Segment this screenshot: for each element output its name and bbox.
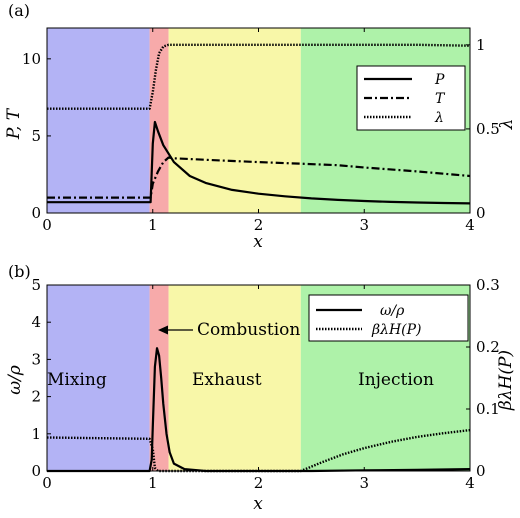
panel-a-series-1-line bbox=[47, 156, 471, 199]
legend-label-lambda: λ bbox=[434, 110, 444, 126]
panel-a-xtick-label: 4 bbox=[465, 216, 475, 234]
panel-b-xtick-label: 0 bbox=[42, 474, 52, 492]
panel-b-legend: ω/ρ βλH(P) bbox=[308, 294, 469, 342]
panel-a-series-0-line bbox=[47, 120, 471, 205]
panel-a-y2tick-label: 0.5 bbox=[476, 120, 500, 138]
panel-b-region-0 bbox=[47, 285, 150, 471]
panel-b-y2tick-label: 0 bbox=[476, 462, 486, 480]
legend-label-beta: βλH(P) bbox=[371, 322, 422, 338]
panel-a-y2tick-label: 0 bbox=[476, 204, 486, 222]
panel-a-y2tick-label: 1 bbox=[476, 36, 486, 54]
panel-b-ytick-label: 0 bbox=[31, 462, 41, 480]
panel-b-y2tick-label: 0.2 bbox=[476, 338, 500, 356]
panel-b-xtick-label: 4 bbox=[465, 474, 475, 492]
panel-a-ylabel: P, T bbox=[4, 107, 24, 140]
annotation-mixing: Mixing bbox=[47, 370, 107, 390]
annotation-combustion-arrowhead bbox=[158, 325, 168, 335]
legend-label-p: P bbox=[434, 72, 445, 88]
annotation-combustion: Combustion bbox=[197, 320, 300, 340]
panel-a-legend: P T λ bbox=[356, 65, 466, 131]
annotation-exhaust: Exhaust bbox=[192, 370, 262, 390]
panel-a-lines bbox=[47, 43, 471, 205]
legend-label-omega: ω/ρ bbox=[380, 303, 405, 319]
panel-b-xtick-label: 3 bbox=[359, 474, 369, 492]
panel-a-xtick-label: 3 bbox=[359, 216, 369, 234]
annotation-injection: Injection bbox=[358, 370, 434, 390]
panel-b-ytick-label: 5 bbox=[31, 276, 41, 294]
panel-a-xlabel: x bbox=[253, 232, 263, 252]
panel-a-y2label: λ bbox=[497, 119, 517, 131]
panel-b-xtick-label: 2 bbox=[254, 474, 264, 492]
panel-b-y2tick-label: 0.3 bbox=[476, 276, 500, 294]
panel-a-region-0 bbox=[47, 28, 150, 213]
panel-b-ytick-label: 1 bbox=[31, 425, 41, 443]
panel-a-xtick-label: 1 bbox=[148, 216, 158, 234]
panel-a-xtick-label: 2 bbox=[254, 216, 264, 234]
panel-b-ytick-label: 3 bbox=[31, 350, 41, 368]
panel-b-ytick-label: 2 bbox=[31, 388, 41, 406]
panel-a-region-1 bbox=[149, 28, 169, 213]
panel-b-xtick-label: 1 bbox=[148, 474, 158, 492]
panel-a-series-2-line bbox=[47, 43, 471, 110]
panel-a-xtick-label: 0 bbox=[42, 216, 52, 234]
panel-b-ytick-label: 4 bbox=[31, 313, 41, 331]
panel-b-y2tick-label: 0.1 bbox=[476, 400, 500, 418]
panel-b-y2label: βλH(P) bbox=[496, 350, 516, 411]
panel-b-ylabel: ω/ρ bbox=[5, 365, 25, 395]
panel-a-ytick-label: 10 bbox=[22, 50, 41, 68]
panel-b-xlabel: x bbox=[253, 494, 263, 514]
panel-a-legend-box bbox=[356, 65, 466, 131]
panel-a-ytick-label: 0 bbox=[31, 204, 41, 222]
legend-label-t: T bbox=[435, 91, 446, 107]
panel-a-frame bbox=[46, 27, 471, 214]
panel-a-ytick-label: 5 bbox=[31, 127, 41, 145]
panel-b-frame bbox=[46, 284, 471, 472]
panel-b-legend-box bbox=[308, 294, 469, 342]
panel-a-label: (a) bbox=[8, 1, 30, 20]
panel-a-region-2 bbox=[168, 28, 301, 213]
panel-b-region-2 bbox=[168, 285, 301, 471]
panel-b-label: (b) bbox=[8, 262, 31, 281]
